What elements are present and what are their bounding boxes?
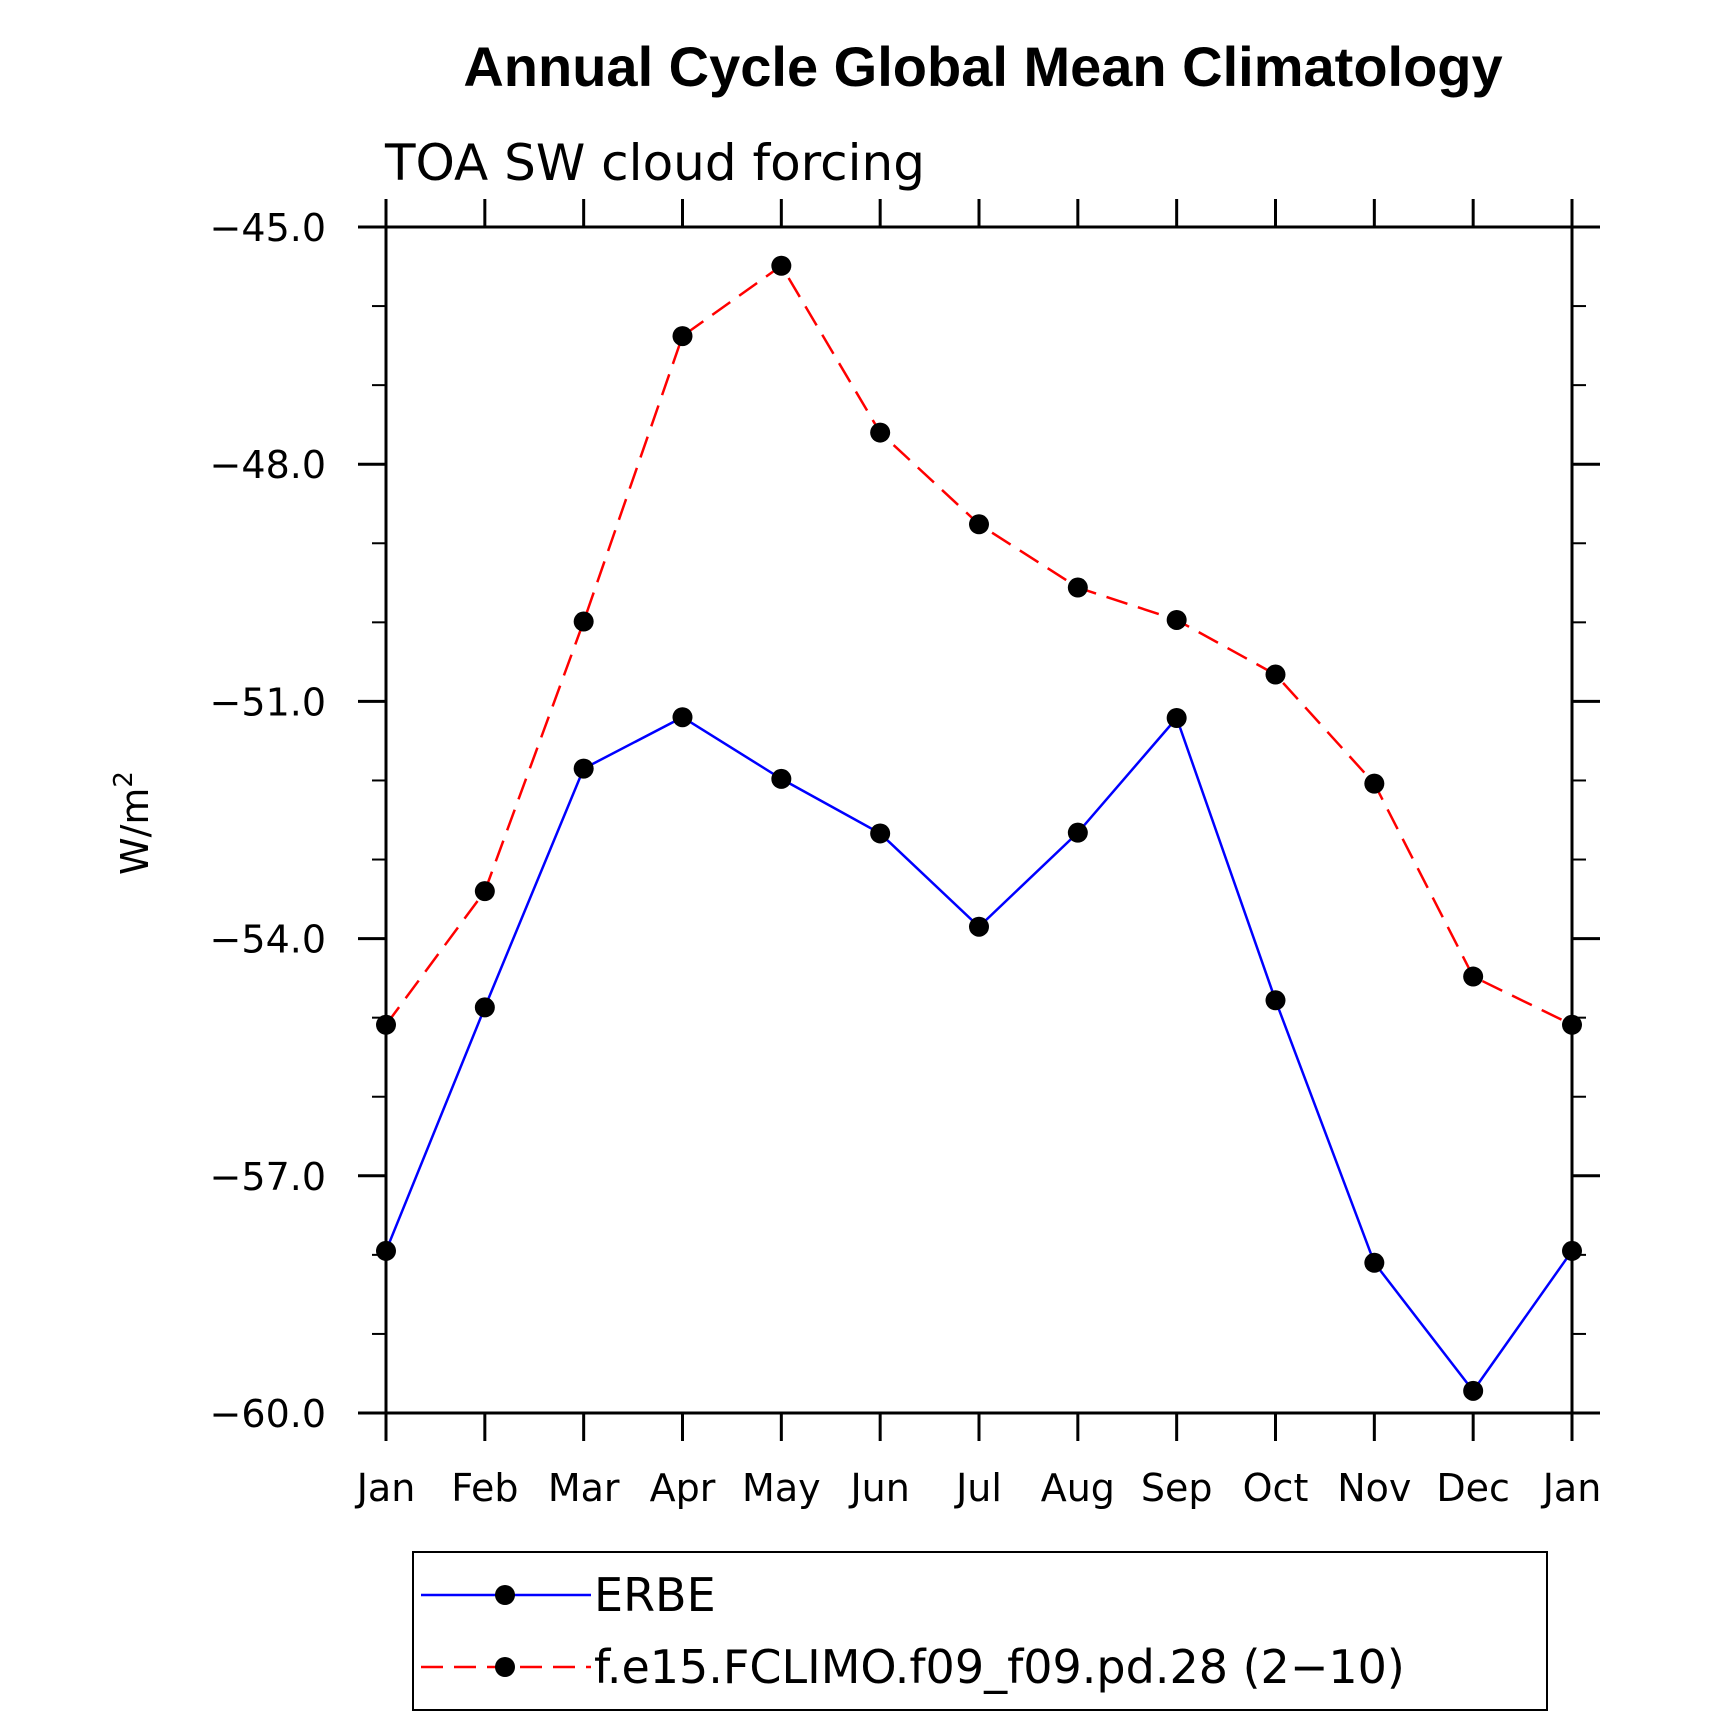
series-1 (376, 255, 1582, 1035)
x-tick-label: Aug (1041, 1466, 1115, 1510)
data-point (573, 611, 594, 632)
data-point (672, 326, 693, 347)
series-0 (376, 707, 1582, 1401)
x-tick-label: Oct (1243, 1466, 1309, 1510)
x-tick-label: Jan (1541, 1466, 1602, 1510)
series-layer (376, 255, 1582, 1401)
x-tick-label: Jan (355, 1466, 416, 1510)
data-point (1562, 1014, 1582, 1035)
y-tick-label: −57.0 (210, 1155, 326, 1199)
y-tick-label: −54.0 (210, 918, 326, 962)
legend-label-0: ERBE (594, 1568, 716, 1622)
x-tick-label: Mar (548, 1466, 620, 1510)
x-tick-label: Jul (954, 1466, 1002, 1510)
data-point (771, 255, 792, 276)
chart-subtitle: TOA SW cloud forcing (384, 134, 925, 192)
x-tick-label: Feb (451, 1466, 518, 1510)
data-point (672, 707, 693, 728)
chart-title: Annual Cycle Global Mean Climatology (463, 35, 1502, 98)
y-tick-label: −60.0 (210, 1392, 326, 1436)
x-tick-label: Apr (650, 1466, 716, 1510)
data-point (1463, 966, 1484, 987)
data-point (1463, 1380, 1484, 1401)
data-point (376, 1014, 396, 1035)
svg-text:W/m2: W/m2 (109, 771, 157, 875)
data-point (1067, 822, 1088, 843)
data-point (771, 768, 792, 789)
data-point (870, 823, 891, 844)
data-point (376, 1240, 396, 1261)
y-axis-label-base: W/m (113, 788, 157, 875)
x-tick-label: Nov (1337, 1466, 1411, 1510)
plot-axes: Jan Feb Mar Apr May Jun Jul Aug Sep Oct Nov Dec Jan−… (210, 199, 1602, 1510)
series-line (384, 715, 1574, 1393)
data-point (870, 422, 891, 443)
data-point (474, 997, 495, 1018)
y-tick-label: −48.0 (210, 443, 326, 487)
data-point (573, 758, 594, 779)
data-point (1067, 577, 1088, 598)
x-tick-label: Jun (848, 1466, 909, 1510)
x-tick-label: Sep (1141, 1466, 1213, 1510)
series-line (384, 263, 1573, 1026)
data-point (969, 916, 989, 937)
x-tick-label: Dec (1436, 1466, 1510, 1510)
legend-label-1: f.e15.FCLIMO.f09_f09.pd.28 (2−10) (594, 1640, 1405, 1694)
y-axis-label-superscript: 2 (109, 771, 139, 788)
data-point (474, 881, 495, 902)
legend-marker-1 (495, 1657, 515, 1677)
y-tick-label: −45.0 (210, 206, 326, 250)
y-axis-label: W/m2 (109, 771, 157, 875)
data-point (1364, 773, 1385, 794)
data-point (1166, 609, 1187, 630)
data-point (1562, 1240, 1582, 1261)
data-point (1166, 708, 1187, 729)
data-point (1364, 1252, 1385, 1273)
legend-marker-0 (495, 1585, 515, 1605)
y-tick-label: −51.0 (210, 680, 326, 724)
x-tick-label: May (742, 1466, 821, 1510)
data-point (969, 514, 989, 535)
legend: ERBE f.e15.FCLIMO.f09_f09.pd.28 (2−10) (412, 1551, 1548, 1711)
legend-box (412, 1551, 1548, 1711)
data-point (1265, 664, 1286, 685)
data-point (1265, 990, 1286, 1011)
